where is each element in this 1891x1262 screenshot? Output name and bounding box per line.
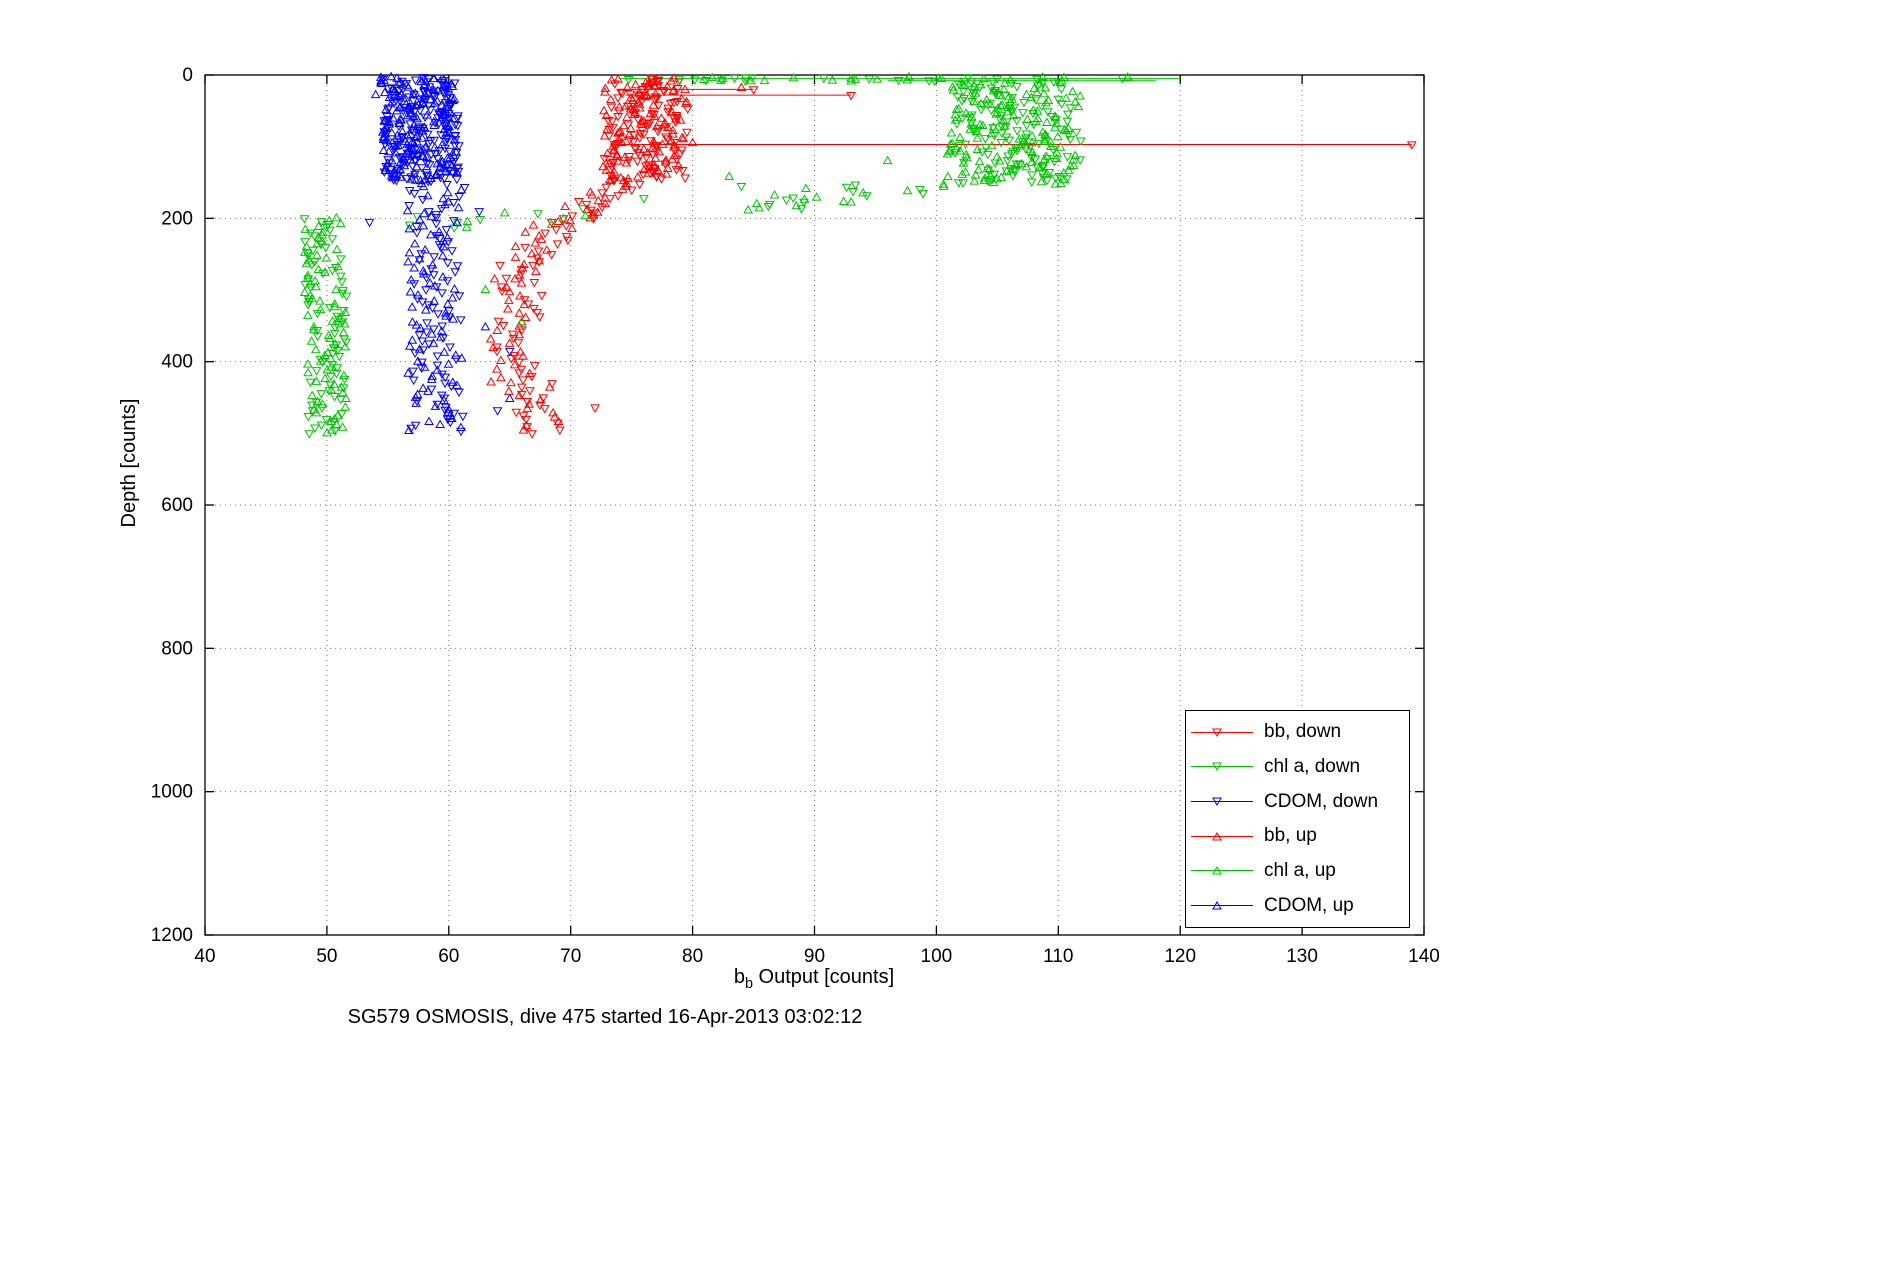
axis-ticks: 40 50 60 70 80 90 100 110 120 130 140 0 200 400 600 800…: [151, 65, 1440, 967]
y-axis-label: Depth [counts]: [118, 398, 140, 528]
series-chl-a-up: [299, 71, 1133, 437]
connector-lines: [613, 78, 1412, 146]
y-tick-label: 800: [161, 638, 193, 659]
legend-item: CDOM, up: [1186, 891, 1409, 921]
y-tick-label: 200: [161, 208, 193, 229]
x-axis-label-sub: b: [744, 976, 753, 993]
x-tick-label: 40: [194, 946, 215, 967]
x-tick-label: 140: [1408, 946, 1440, 967]
x-tick-label: 70: [560, 946, 581, 967]
x-tick-label: 50: [316, 946, 337, 967]
x-tick-label: 130: [1286, 946, 1318, 967]
y-tick-label: 400: [161, 352, 193, 373]
x-tick-label: 90: [804, 946, 825, 967]
series-cdom-down: [364, 74, 515, 437]
legend-item: chl a, down: [1186, 752, 1409, 782]
series-chl-a-down: [299, 74, 1128, 439]
x-axis-label: bb Output [counts]: [514, 966, 1114, 992]
legend-marker-icon: [1191, 901, 1253, 910]
legend-marker-icon: [1191, 866, 1253, 875]
legend-item: bb, down: [1186, 717, 1409, 747]
x-tick-label: 80: [682, 946, 703, 967]
y-tick-label: 1200: [151, 925, 193, 946]
legend: bb, down chl a, down CDOM, down bb, up c…: [1185, 710, 1410, 928]
y-tick-label: 1000: [151, 782, 193, 803]
series-cdom-up: [370, 71, 515, 434]
legend-item: bb, up: [1186, 821, 1409, 851]
legend-item: CDOM, down: [1186, 787, 1409, 817]
legend-label: chl a, up: [1264, 859, 1336, 881]
y-tick-label: 0: [182, 65, 193, 86]
y-tick-label: 600: [161, 495, 193, 516]
x-axis-label-base: b: [733, 966, 745, 988]
legend-marker-icon: [1191, 797, 1253, 807]
x-axis-label-rest: Output [counts]: [752, 966, 895, 988]
x-tick-label: 120: [1164, 946, 1196, 967]
legend-label: chl a, down: [1264, 755, 1361, 777]
legend-marker-icon: [1191, 831, 1253, 841]
legend-label: bb, down: [1264, 721, 1342, 743]
x-tick-label: 60: [438, 946, 459, 967]
legend-label: CDOM, down: [1264, 790, 1379, 812]
x-tick-label: 100: [921, 946, 953, 967]
series-bb-up: [485, 73, 747, 434]
figure-caption: SG579 OSMOSIS, dive 475 started 16-Apr-2…: [347, 1006, 863, 1028]
legend-marker-icon: [1191, 762, 1253, 772]
legend-label: CDOM, up: [1264, 894, 1354, 916]
x-tick-label: 110: [1043, 946, 1073, 967]
legend-label: bb, up: [1264, 825, 1317, 847]
legend-marker-icon: [1191, 728, 1253, 737]
series-bb-down: [492, 74, 1417, 439]
legend-item: chl a, up: [1186, 856, 1409, 886]
